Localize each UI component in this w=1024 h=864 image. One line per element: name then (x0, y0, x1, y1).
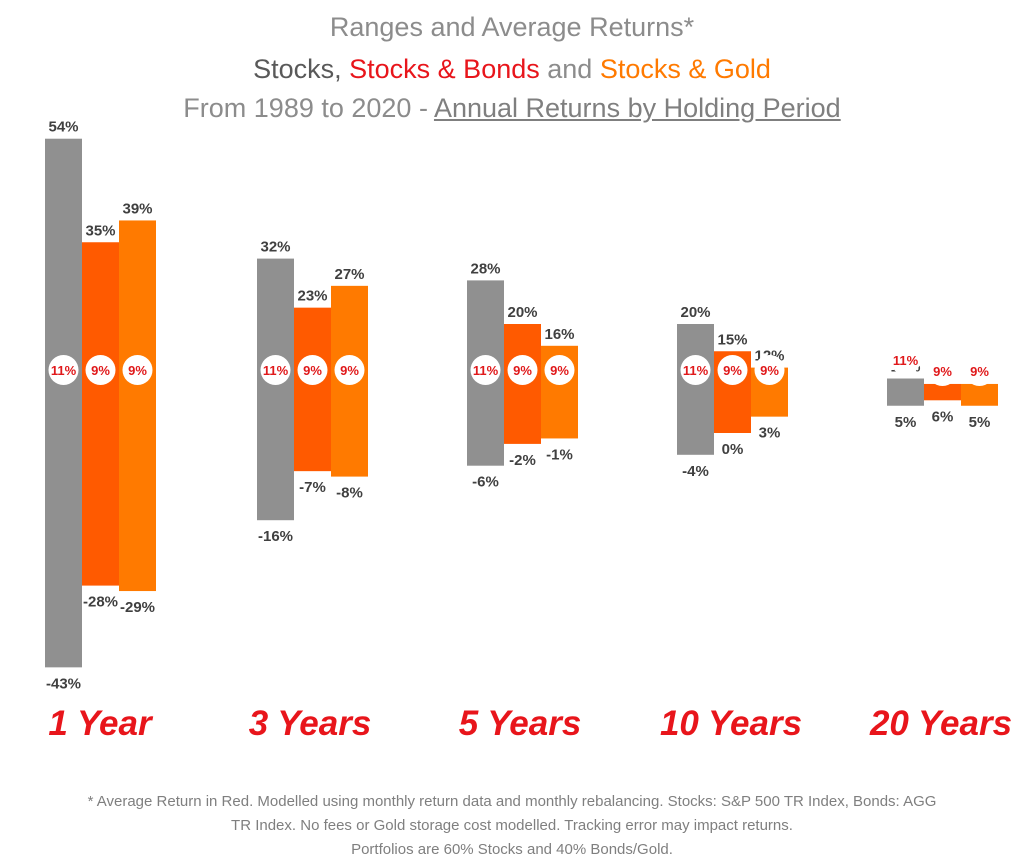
range-bar-chart: 54% -43% 11% 35% -28% 9% 39% -29% 9% 1 Year 32% -16… (45, 119, 1012, 743)
bar-stocks-and-gold-1-year (119, 220, 156, 592)
min-label-stocks-and-gold-5-years: -1% (546, 446, 573, 463)
footnote-line-1: * Average Return in Red. Modelled using … (87, 793, 937, 810)
group-5-years: 28% -6% 11% 20% -2% 9% 16% -1% 9% 5 Years (459, 260, 582, 743)
avg-marker-stocks-and-bonds-1-year (85, 355, 116, 385)
avg-label-stocks-and-bonds-5-years: 9% (513, 363, 532, 378)
chart-period-line: From 1989 to 2020 - Annual Returns by Ho… (0, 93, 1024, 124)
max-label-stocks-10-years: 20% (680, 304, 710, 321)
avg-marker-stocks-and-gold-1-year (122, 355, 153, 385)
min-label-stocks-and-bonds-10-years: 0% (722, 441, 744, 458)
chart-subtitle-legend: Stocks, Stocks & Bonds and Stocks & Gold (0, 54, 1024, 85)
avg-marker-stocks-1-year (48, 355, 79, 385)
max-label-stocks-and-bonds-3-years: 23% (297, 288, 327, 305)
min-label-stocks-1-year: -43% (46, 675, 81, 692)
bar-stocks-1-year (45, 138, 82, 668)
min-label-stocks-and-bonds-3-years: -7% (299, 479, 326, 496)
avg-marker-stocks-and-gold-20-years (964, 356, 995, 386)
avg-label-stocks-5-years: 11% (473, 363, 499, 378)
avg-marker-stocks-20-years (890, 345, 921, 375)
avg-label-stocks-and-gold-1-year: 9% (128, 363, 147, 378)
avg-label-stocks-and-bonds-10-years: 9% (723, 363, 742, 378)
max-label-stocks-and-gold-1-year: 39% (122, 200, 152, 217)
avg-marker-stocks-and-bonds-5-years (507, 355, 538, 385)
avg-label-stocks-and-bonds-20-years: 9% (933, 364, 952, 379)
max-label-stocks-and-bonds-1-year: 35% (85, 222, 115, 239)
group-1-year: 54% -43% 11% 35% -28% 9% 39% -29% 9% 1 Year (45, 119, 156, 743)
avg-label-stocks-and-bonds-1-year: 9% (91, 363, 110, 378)
category-label-20-years: 20 Years (869, 704, 1012, 743)
avg-marker-stocks-and-bonds-3-years (297, 355, 328, 385)
max-label-stocks-and-gold-3-years: 27% (334, 266, 364, 283)
avg-label-stocks-and-gold-10-years: 9% (760, 363, 779, 378)
category-label-1-year: 1 Year (48, 704, 154, 743)
bar-stocks-10-years (677, 324, 714, 455)
min-label-stocks-10-years: -4% (682, 463, 709, 480)
min-label-stocks-and-gold-1-year: -29% (120, 599, 155, 616)
footnote-line-3: Portfolios are 60% Stocks and 40% Bonds/… (351, 841, 673, 858)
min-label-stocks-and-gold-3-years: -8% (336, 485, 363, 502)
avg-label-stocks-1-year: 11% (51, 363, 77, 378)
max-label-stocks-and-gold-5-years: 16% (544, 326, 574, 343)
footnote-line-2: TR Index. No fees or Gold storage cost m… (231, 817, 793, 834)
legend-stocks: Stocks (253, 54, 335, 84)
avg-label-stocks-and-gold-5-years: 9% (550, 363, 569, 378)
bar-stocks-20-years (887, 378, 924, 406)
min-label-stocks-5-years: -6% (472, 474, 499, 491)
avg-label-stocks-and-gold-20-years: 9% (970, 364, 989, 379)
min-label-stocks-3-years: -16% (258, 528, 293, 545)
category-label-5-years: 5 Years (459, 704, 582, 743)
avg-marker-stocks-5-years (470, 355, 501, 385)
group-3-years: 32% -16% 11% 23% -7% 9% 27% -8% 9% 3 Years (249, 239, 372, 743)
group-20-years: 10%5%11%9%6%9%9%5%9%20 Years (869, 345, 1012, 743)
bar-stocks-and-bonds-20-years (924, 383, 961, 401)
avg-marker-stocks-and-gold-10-years (754, 355, 785, 385)
avg-marker-stocks-and-bonds-20-years (927, 356, 958, 386)
max-label-stocks-3-years: 32% (260, 239, 290, 256)
period-underlined: Annual Returns by Holding Period (433, 93, 841, 123)
max-label-stocks-5-years: 28% (470, 260, 500, 277)
footnote: * Average Return in Red. Modelled using … (0, 790, 1024, 862)
avg-label-stocks-20-years: 11% (893, 353, 919, 368)
avg-label-stocks-3-years: 11% (263, 363, 289, 378)
max-label-stocks-and-bonds-5-years: 20% (507, 304, 537, 321)
period-prefix: From 1989 to 2020 - (183, 93, 434, 123)
bar-stocks-and-bonds-3-years (294, 307, 331, 472)
min-label-stocks-and-bonds-1-year: -28% (83, 594, 118, 611)
legend-sep-1: , (334, 54, 350, 84)
min-label-stocks-and-bonds-20-years: 6% (932, 408, 954, 425)
legend-stocks-gold: Stocks & Gold (599, 54, 771, 84)
bar-stocks-and-bonds-1-year (82, 242, 119, 586)
group-10-years: 20%-4%11%15%0%9%12%3%9%10 Years (660, 304, 802, 743)
category-label-3-years: 3 Years (249, 704, 372, 743)
bar-stocks-and-gold-20-years (961, 383, 998, 406)
avg-label-stocks-10-years: 11% (683, 363, 709, 378)
max-label-stocks-1-year: 54% (48, 119, 78, 136)
avg-label-stocks-and-gold-3-years: 9% (340, 363, 359, 378)
min-label-stocks-20-years: 5% (895, 414, 917, 431)
avg-marker-stocks-and-gold-5-years (544, 355, 575, 385)
legend-sep-2: and (539, 54, 600, 84)
category-label-10-years: 10 Years (660, 704, 802, 743)
min-label-stocks-and-gold-10-years: 3% (759, 425, 781, 442)
avg-label-stocks-and-bonds-3-years: 9% (303, 363, 322, 378)
avg-marker-stocks-3-years (260, 355, 291, 385)
avg-marker-stocks-and-bonds-10-years (717, 355, 748, 385)
legend-stocks-bonds: Stocks & Bonds (349, 54, 540, 84)
max-label-stocks-and-bonds-10-years: 15% (717, 331, 747, 348)
avg-marker-stocks-and-gold-3-years (334, 355, 365, 385)
bar-stocks-3-years (257, 258, 294, 521)
avg-marker-stocks-10-years (680, 355, 711, 385)
min-label-stocks-and-gold-20-years: 5% (969, 414, 991, 431)
chart-title: Ranges and Average Returns* (329, 12, 695, 42)
min-label-stocks-and-bonds-5-years: -2% (509, 452, 536, 469)
